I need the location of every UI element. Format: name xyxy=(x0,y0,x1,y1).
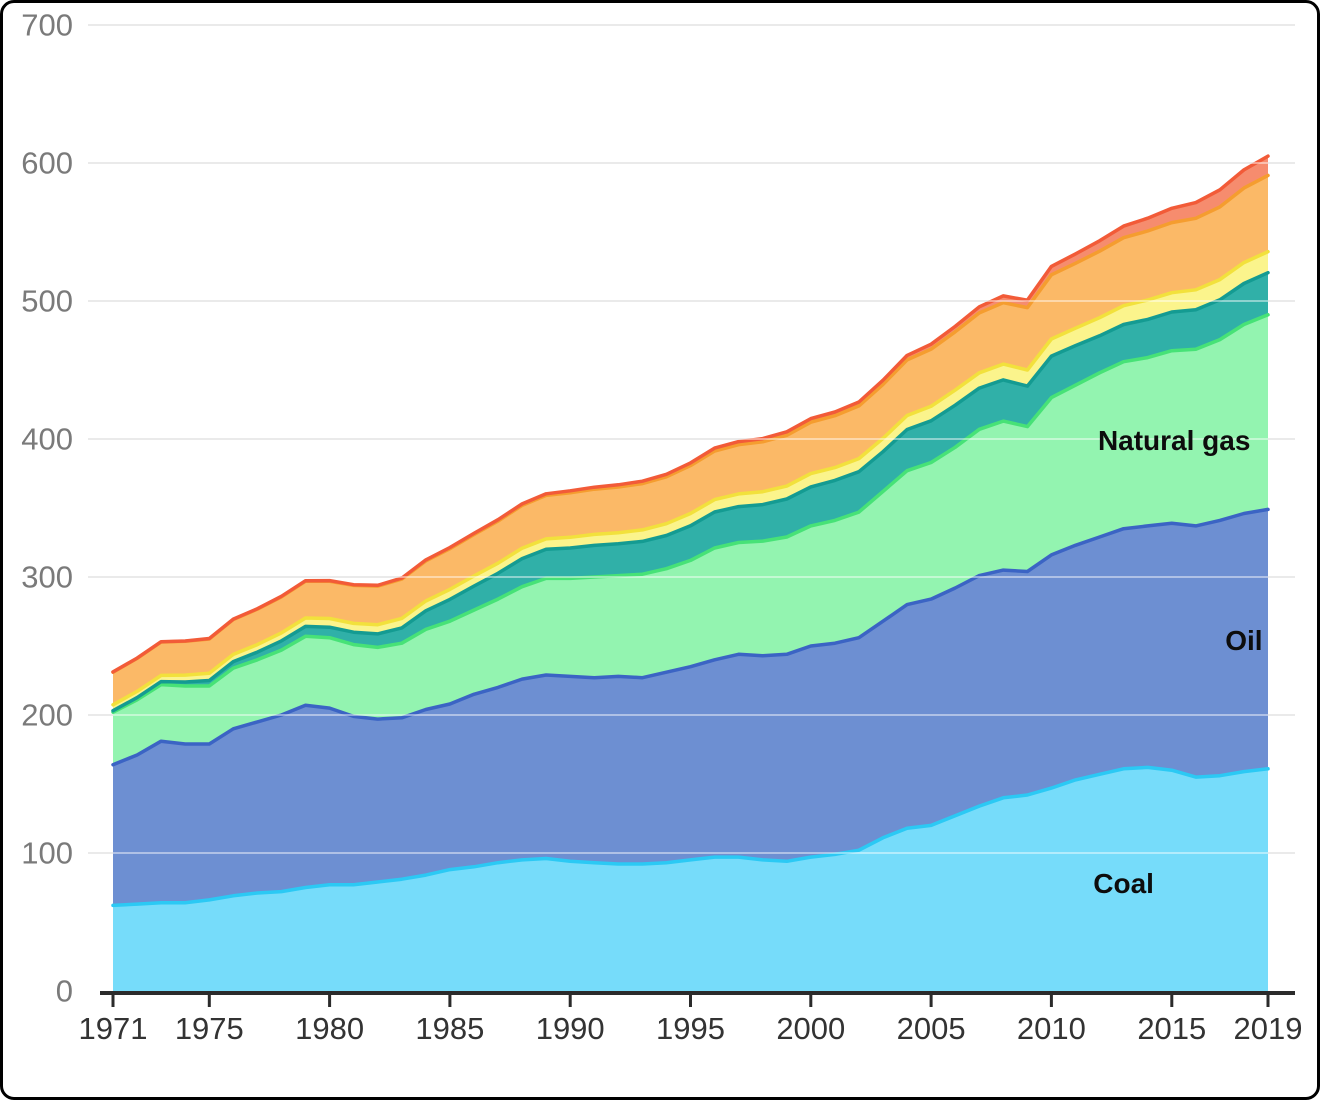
edge-red-band xyxy=(111,154,1270,674)
x-tick-label-2005: 2005 xyxy=(897,1011,966,1046)
series-label-natural-gas: Natural gas xyxy=(1098,425,1251,456)
edge-yellow-band xyxy=(111,249,1270,707)
gridlines-overlay xyxy=(88,24,1295,854)
x-tick-label-1980: 1980 xyxy=(295,1011,364,1046)
x-tick-label-2019: 2019 xyxy=(1234,1011,1303,1046)
area-strokes xyxy=(111,154,1270,908)
y-tick-label-400: 400 xyxy=(21,422,73,457)
area-natural-gas xyxy=(113,314,1268,765)
x-tick-label-2010: 2010 xyxy=(1017,1011,1086,1046)
edge-oil xyxy=(111,507,1270,767)
y-tick-label-0: 0 xyxy=(56,974,73,1009)
area-layers xyxy=(113,156,1268,991)
area-coal xyxy=(113,767,1268,991)
x-tick-label-1990: 1990 xyxy=(536,1011,605,1046)
edge-teal-band xyxy=(111,270,1270,713)
y-tick-label-500: 500 xyxy=(21,284,73,319)
x-tick-label-1971: 1971 xyxy=(79,1011,148,1046)
x-tick-label-1985: 1985 xyxy=(415,1011,484,1046)
x-tick-label-2015: 2015 xyxy=(1137,1011,1206,1046)
y-tick-label-700: 700 xyxy=(21,8,73,43)
area-orange-band xyxy=(113,175,1268,705)
x-axis xyxy=(100,991,1295,1007)
x-tick-label-2000: 2000 xyxy=(776,1011,845,1046)
series-label-oil: Oil xyxy=(1225,625,1262,656)
series-label-coal: Coal xyxy=(1093,868,1154,899)
y-tick-label-100: 100 xyxy=(21,836,73,871)
edge-coal xyxy=(111,765,1270,908)
area-teal-band xyxy=(113,272,1268,713)
y-tick-label-300: 300 xyxy=(21,560,73,595)
x-axis-labels: 1971 1975 1980 1985 1990 1995 2000 2005 2010 2015… xyxy=(79,1011,1303,1046)
y-tick-label-600: 600 xyxy=(21,146,73,181)
x-tick-label-1995: 1995 xyxy=(656,1011,725,1046)
edge-natural-gas xyxy=(111,313,1270,714)
area-oil xyxy=(113,509,1268,906)
y-axis-labels: 0 100 200 300 400 500 600 700 xyxy=(21,8,73,1009)
x-tick-label-1975: 1975 xyxy=(175,1011,244,1046)
series-labels: Natural gas Oil Coal xyxy=(1093,425,1262,899)
y-tick-label-200: 200 xyxy=(21,698,73,733)
